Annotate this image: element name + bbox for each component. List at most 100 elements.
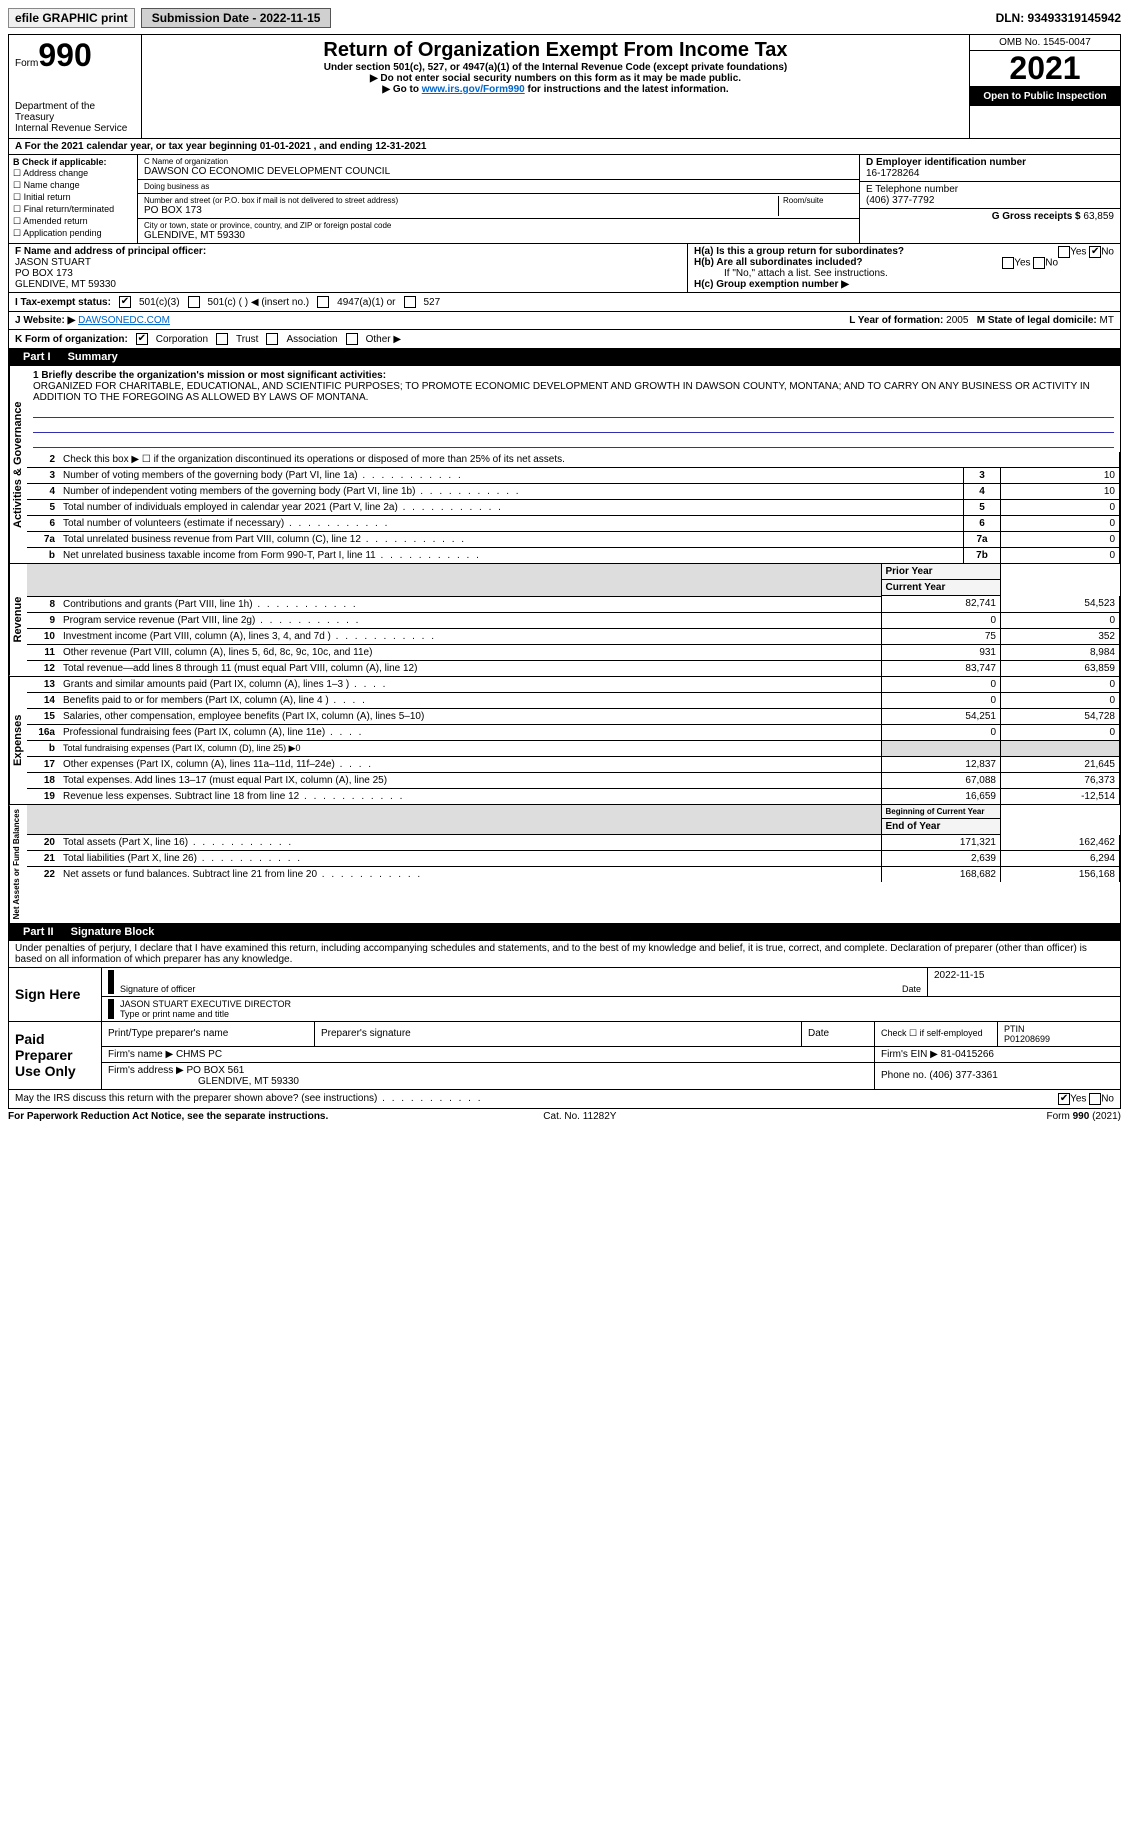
omb-number: OMB No. 1545-0047: [970, 35, 1120, 51]
org-city: GLENDIVE, MT 59330: [144, 230, 853, 241]
hc-lbl: H(c) Group exemption number ▶: [694, 279, 849, 290]
e19-n: 19: [27, 788, 59, 804]
section-de: D Employer identification number 16-1728…: [860, 155, 1120, 243]
e14-c: 0: [1001, 692, 1120, 708]
r11-d: Other revenue (Part VIII, column (A), li…: [59, 644, 881, 660]
k-other[interactable]: [346, 333, 358, 345]
ha-yes-lbl: Yes: [1070, 247, 1086, 258]
officer-city: GLENDIVE, MT 59330: [15, 279, 116, 290]
l6-n: 6: [27, 516, 59, 532]
header-right: OMB No. 1545-0047 2021 Open to Public In…: [969, 35, 1120, 138]
officer-name: JASON STUART: [15, 257, 91, 268]
r12-n: 12: [27, 660, 59, 676]
footer-right: Form 990 (2021): [1047, 1111, 1121, 1122]
irs-label: Internal Revenue Service: [15, 123, 135, 134]
k-other-lbl: Other ▶: [366, 334, 401, 345]
n20-c: 162,462: [1001, 835, 1120, 851]
b-header: B Check if applicable:: [13, 157, 107, 167]
block-bcdeg: B Check if applicable: ☐ Address change …: [8, 155, 1121, 244]
e19-c: -12,514: [1001, 788, 1120, 804]
section-b: B Check if applicable: ☐ Address change …: [9, 155, 138, 243]
k-trust[interactable]: [216, 333, 228, 345]
hb-yes[interactable]: [1002, 257, 1014, 269]
may-yes[interactable]: ✔: [1058, 1093, 1070, 1105]
vlabel-net: Net Assets or Fund Balances: [9, 805, 27, 923]
hb-lbl: H(b) Are all subordinates included?: [694, 257, 863, 268]
i-527[interactable]: [404, 296, 416, 308]
e19-d: Revenue less expenses. Subtract line 18 …: [59, 788, 882, 804]
ha-yes[interactable]: [1058, 246, 1070, 258]
r11-c: 8,984: [1001, 644, 1120, 660]
pt-check-lbl: Check ☐ if self-employed: [875, 1022, 998, 1047]
n20-d: Total assets (Part X, line 16): [59, 835, 881, 851]
footer-mid: Cat. No. 11282Y: [543, 1111, 616, 1122]
e16a-d: Professional fundraising fees (Part IX, …: [59, 724, 882, 740]
i-4947[interactable]: [317, 296, 329, 308]
e16a-c: 0: [1001, 724, 1120, 740]
i-501c[interactable]: [188, 296, 200, 308]
may-text: May the IRS discuss this return with the…: [15, 1093, 483, 1104]
k-assoc[interactable]: [266, 333, 278, 345]
f-lbl: F Name and address of principal officer:: [15, 246, 206, 257]
firm-addr2: GLENDIVE, MT 59330: [108, 1076, 299, 1087]
org-name: DAWSON CO ECONOMIC DEVELOPMENT COUNCIL: [144, 166, 853, 177]
pt-name-lbl: Print/Type preparer's name: [102, 1022, 315, 1047]
net-table: Beginning of Current YearEnd of Year 20T…: [27, 805, 1120, 883]
l-lbl: L Year of formation:: [849, 315, 943, 326]
sig-disclaimer: Under penalties of perjury, I declare th…: [8, 941, 1121, 968]
mission-text: ORGANIZED FOR CHARITABLE, EDUCATIONAL, A…: [33, 381, 1090, 403]
line2: Check this box ▶ ☐ if the organization d…: [59, 452, 1120, 468]
open-to-public: Open to Public Inspection: [970, 87, 1120, 106]
chk-address[interactable]: ☐ Address change: [13, 168, 133, 179]
e14-p: 0: [882, 692, 1001, 708]
chk-pending[interactable]: ☐ Application pending: [13, 228, 133, 239]
n21-n: 21: [27, 851, 59, 867]
e15-d: Salaries, other compensation, employee b…: [59, 708, 882, 724]
paid-preparer-table: Paid Preparer Use Only Print/Type prepar…: [8, 1022, 1121, 1090]
irs-link[interactable]: www.irs.gov/Form990: [422, 84, 525, 95]
chk-final[interactable]: ☐ Final return/terminated: [13, 204, 133, 215]
l7a-b: 7a: [964, 532, 1001, 548]
phone-lbl: Phone no.: [881, 1070, 927, 1081]
l7a-v: 0: [1001, 532, 1120, 548]
part1-header: Part I Summary: [8, 349, 1121, 366]
hb-no[interactable]: [1033, 257, 1045, 269]
chk-amended[interactable]: ☐ Amended return: [13, 216, 133, 227]
ptin-val: P01208699: [1004, 1034, 1050, 1044]
c-city-lbl: City or town, state or province, country…: [144, 221, 853, 230]
website-link[interactable]: DAWSONEDC.COM: [78, 315, 170, 326]
r10-n: 10: [27, 628, 59, 644]
chk-initial[interactable]: ☐ Initial return: [13, 192, 133, 203]
ha-no-lbl: No: [1101, 247, 1114, 258]
exp-table: 13Grants and similar amounts paid (Part …: [27, 677, 1120, 804]
firm-ein: 81-0415266: [941, 1049, 994, 1060]
sign-here-table: Sign Here Signature of officerDate 2022-…: [8, 968, 1121, 1022]
k-corp-lbl: Corporation: [156, 334, 208, 345]
submission-date-button[interactable]: Submission Date - 2022-11-15: [141, 8, 332, 28]
i-501c3[interactable]: ✔: [119, 296, 131, 308]
top-bar: efile GRAPHIC print Submission Date - 20…: [8, 8, 1121, 28]
vlabel-expenses: Expenses: [9, 677, 27, 804]
firm-name: CHMS PC: [176, 1049, 222, 1060]
ha-no[interactable]: ✔: [1089, 246, 1101, 258]
e16b-p: [882, 740, 1001, 756]
e16b-n: b: [27, 740, 59, 756]
sub3-post: for instructions and the latest informat…: [525, 84, 729, 95]
c-dba-lbl: Doing business as: [144, 182, 853, 191]
i-527-lbl: 527: [424, 297, 441, 308]
r10-p: 75: [881, 628, 1001, 644]
k-corp[interactable]: ✔: [136, 333, 148, 345]
e13-n: 13: [27, 677, 59, 693]
i-4947-lbl: 4947(a)(1) or: [337, 297, 395, 308]
chk-name[interactable]: ☐ Name change: [13, 180, 133, 191]
may-no-lbl: No: [1101, 1094, 1114, 1105]
sub3-pre: ▶ Go to: [382, 84, 421, 95]
dept-treasury: Department of the Treasury: [15, 101, 135, 123]
chk-address-lbl: Address change: [23, 168, 88, 178]
org-street: PO BOX 173: [144, 205, 774, 216]
header-mid: Return of Organization Exempt From Incom…: [142, 35, 969, 138]
may-no[interactable]: [1089, 1093, 1101, 1105]
r9-p: 0: [881, 612, 1001, 628]
e17-n: 17: [27, 756, 59, 772]
hdr-prior: Prior Year: [882, 564, 1001, 580]
